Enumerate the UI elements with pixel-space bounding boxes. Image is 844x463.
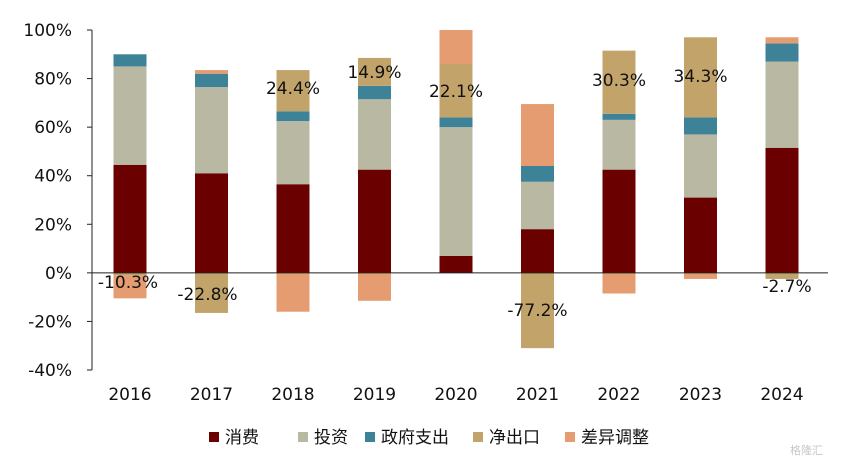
bar-segment	[602, 50, 636, 114]
bar-segment	[439, 64, 473, 118]
bar-labels-layer: -10.3% -22.8% 24.4% 14.9% 22.1% -77.2% 30.3% 34…	[98, 63, 812, 321]
watermark: 格隆汇	[790, 443, 823, 457]
y-axis: 100% 80% 60% 40% 20% 0% -20% -40%	[23, 21, 93, 381]
legend-label: 差异调整	[581, 428, 649, 448]
bar-segment	[439, 255, 473, 273]
data-label: 34.3%	[673, 67, 727, 87]
legend-swatch	[565, 432, 575, 442]
bar-segment	[521, 166, 554, 182]
y-tick-label: 0%	[45, 264, 72, 284]
x-tick-label: 2017	[190, 385, 233, 405]
bar-segment	[358, 85, 391, 100]
bar-segment	[765, 37, 799, 44]
x-tick-label: 2022	[597, 385, 640, 405]
x-tick-label: 2016	[108, 385, 151, 405]
bar-segment	[195, 87, 228, 174]
bar-segment	[358, 57, 391, 86]
bar-segment	[358, 99, 391, 170]
bar-segment	[765, 43, 799, 62]
data-label: -10.3%	[98, 273, 158, 293]
bar-segment	[765, 272, 799, 279]
x-tick-label: 2020	[434, 385, 477, 405]
data-label: -22.8%	[177, 285, 237, 305]
y-tick-label: 100%	[23, 21, 72, 41]
x-tick-label: 2019	[353, 385, 396, 405]
bar-segment	[602, 113, 636, 120]
data-label: -77.2%	[507, 301, 567, 321]
bar-segment	[521, 229, 554, 273]
y-tick-label: -20%	[28, 312, 72, 332]
bar-segment	[358, 169, 391, 273]
x-tick-label: 2023	[679, 385, 722, 405]
bar-segment	[113, 54, 147, 67]
bar-segment	[113, 66, 147, 165]
bar-segment	[195, 173, 228, 273]
x-tick-label: 2018	[271, 385, 314, 405]
legend-swatch	[209, 432, 219, 442]
bar-segment	[765, 61, 799, 148]
bar-segment	[684, 272, 717, 279]
bar-segment	[439, 30, 473, 64]
legend: 消费 投资 政府支出 净出口 差异调整	[209, 428, 649, 448]
legend-swatch	[298, 432, 308, 442]
y-tick-label: 80%	[34, 70, 72, 90]
bar-segment	[276, 121, 310, 185]
x-axis: 2016 2017 2018 2019 2020 2021 2022 2023 2024	[92, 272, 828, 405]
legend-label: 投资	[314, 428, 348, 448]
bars-layer	[113, 30, 799, 349]
data-label: 14.9%	[347, 63, 401, 83]
legend-label: 消费	[225, 428, 259, 448]
bar-segment	[195, 70, 228, 74]
bar-segment	[521, 272, 554, 349]
bar-segment	[439, 117, 473, 128]
bar-segment	[113, 275, 147, 299]
bar-segment	[358, 272, 391, 301]
data-label: 22.1%	[429, 82, 483, 102]
bar-segment	[276, 111, 310, 122]
bar-segment	[684, 197, 717, 273]
bar-segment	[684, 134, 717, 198]
bar-segment	[602, 119, 636, 170]
bar-segment	[439, 127, 473, 256]
y-tick-label: -40%	[28, 361, 72, 381]
data-label: 30.3%	[592, 71, 646, 91]
legend-swatch	[473, 432, 483, 442]
bar-segment	[684, 117, 717, 135]
bar-segment	[602, 169, 636, 273]
bar-segment	[276, 272, 310, 312]
bar-segment	[521, 104, 554, 166]
y-tick-label: 20%	[34, 215, 72, 235]
legend-label: 净出口	[489, 428, 540, 448]
bar-segment	[602, 272, 636, 294]
bar-segment	[195, 272, 228, 313]
x-tick-label: 2024	[760, 385, 803, 405]
bar-segment	[276, 184, 310, 273]
bar-segment	[684, 37, 717, 118]
y-tick-label: 60%	[34, 118, 72, 138]
bar-segment	[765, 147, 799, 273]
data-label: -2.7%	[762, 277, 811, 297]
legend-swatch	[365, 432, 375, 442]
data-label: 24.4%	[266, 79, 320, 99]
bar-segment	[521, 181, 554, 230]
bar-segment	[113, 164, 147, 273]
x-tick-label: 2021	[516, 385, 559, 405]
bar-segment	[195, 73, 228, 88]
bar-segment	[276, 70, 310, 112]
legend-label: 政府支出	[381, 428, 449, 448]
y-tick-label: 40%	[34, 167, 72, 187]
bar-segment	[113, 272, 147, 276]
